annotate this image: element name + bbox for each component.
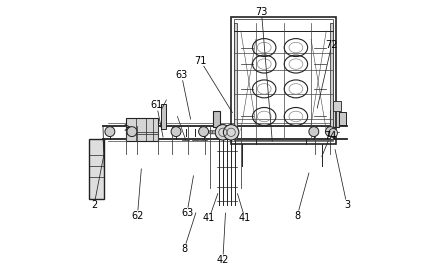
Bar	[333, 101, 342, 111]
Text: 41: 41	[203, 213, 215, 224]
Circle shape	[326, 127, 335, 137]
Text: 71: 71	[194, 56, 207, 66]
Text: 42: 42	[217, 255, 229, 265]
Circle shape	[223, 125, 239, 140]
Bar	[213, 111, 220, 127]
Text: 63: 63	[175, 70, 188, 80]
Circle shape	[309, 127, 319, 137]
Bar	[330, 110, 338, 127]
Circle shape	[127, 127, 137, 137]
Text: 8: 8	[294, 211, 300, 221]
Circle shape	[105, 127, 115, 137]
Circle shape	[329, 129, 338, 137]
Bar	[234, 19, 333, 140]
Text: 3: 3	[344, 200, 350, 210]
Text: 72: 72	[326, 40, 338, 50]
Text: 74: 74	[324, 131, 337, 141]
Text: 8: 8	[181, 244, 187, 254]
Text: 61: 61	[151, 101, 163, 111]
Circle shape	[212, 131, 215, 134]
Text: 2: 2	[91, 200, 97, 210]
Text: 63: 63	[181, 208, 193, 218]
Bar	[231, 17, 336, 144]
Circle shape	[198, 127, 209, 137]
Circle shape	[215, 125, 231, 140]
Text: 73: 73	[255, 7, 268, 17]
Circle shape	[210, 131, 214, 134]
Bar	[161, 104, 166, 129]
Bar	[126, 118, 158, 141]
Text: 41: 41	[239, 213, 251, 224]
Bar	[234, 23, 237, 138]
Bar	[89, 138, 105, 199]
Circle shape	[171, 127, 181, 137]
Bar	[330, 23, 333, 138]
Bar	[338, 112, 346, 125]
Circle shape	[229, 129, 238, 137]
Text: 62: 62	[131, 211, 144, 221]
Circle shape	[209, 131, 212, 134]
